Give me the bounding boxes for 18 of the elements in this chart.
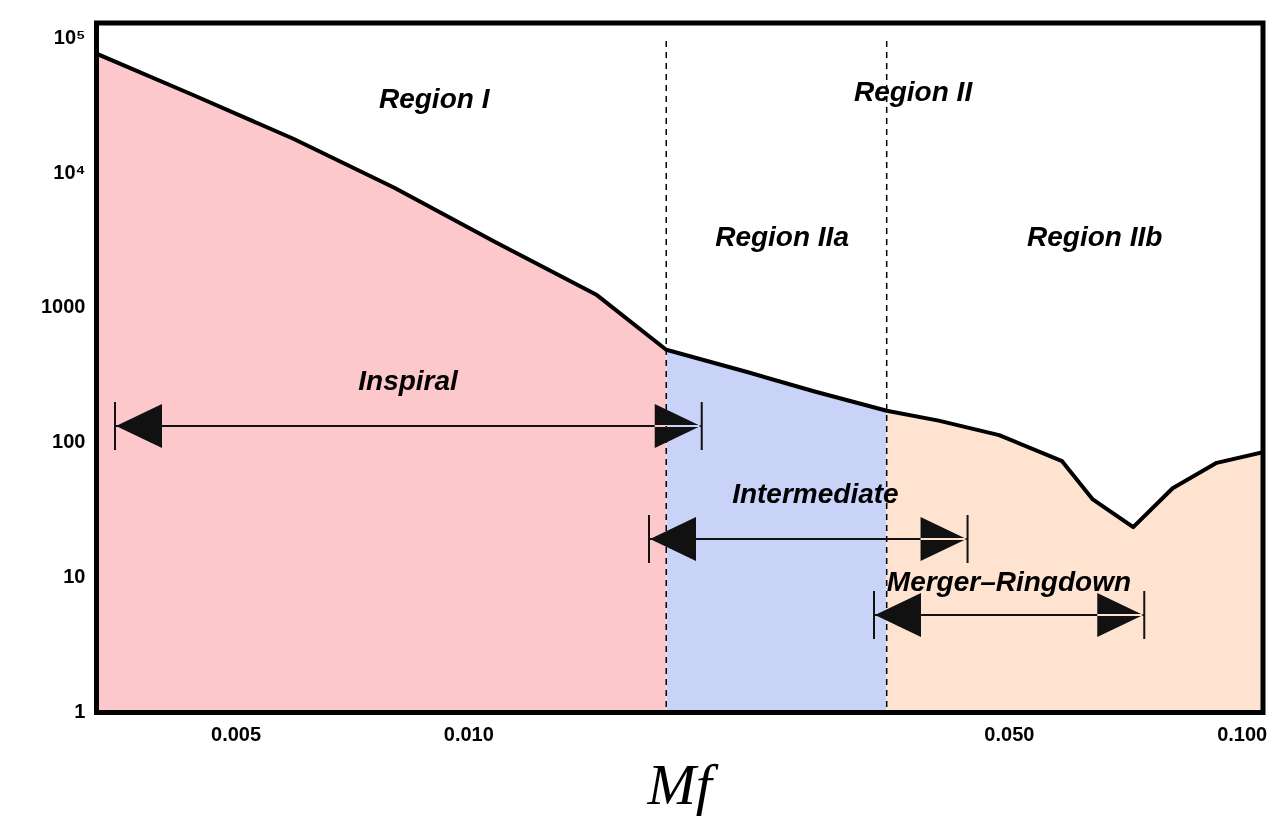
annotation: Intermediate [732,477,899,509]
y-tick-label: 100 [52,430,86,453]
x-axis-title: Mf [646,752,719,818]
x-tick-label: 0.100 [1217,722,1268,745]
y-tick-label: 10 [63,565,86,588]
x-tick-label: 0.050 [984,722,1035,745]
annotation: Region I [378,83,491,115]
y-tick-label: 1 [74,699,86,722]
annotation: Region IIb [1027,221,1163,253]
annotation: Region IIa [715,221,849,253]
annotation: Merger–Ringdown [886,565,1132,597]
y-tick-label: 10⁴ [53,160,86,183]
annotation: Inspiral [358,365,460,397]
y-tick-label: 10⁵ [53,25,86,48]
x-tick-label: 0.005 [211,722,262,745]
y-tick-label: 1000 [40,295,86,318]
annotation: Region II [853,76,974,108]
x-tick-label: 0.010 [443,722,494,745]
